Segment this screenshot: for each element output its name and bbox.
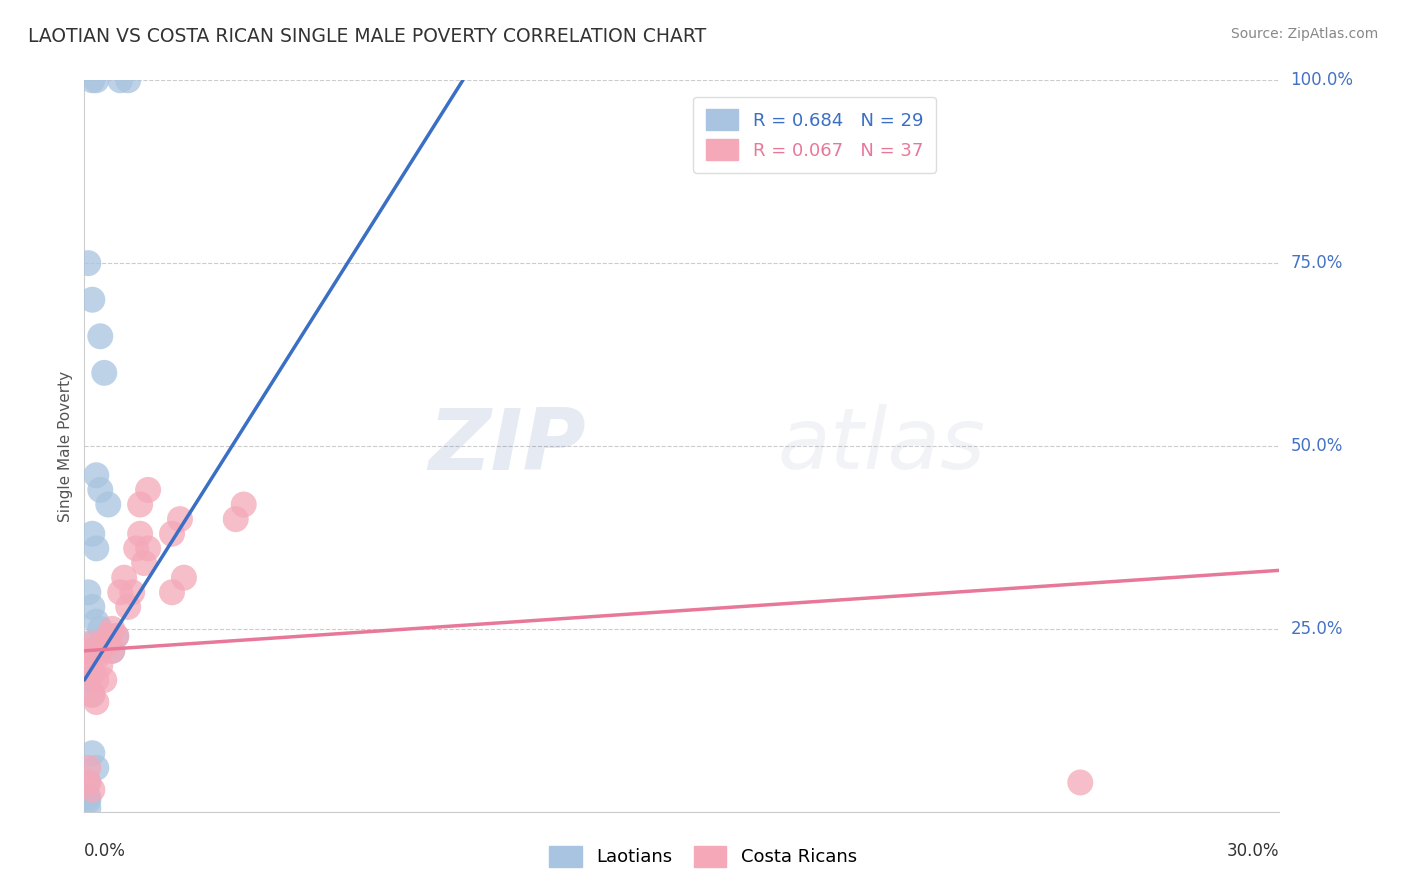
Point — [101, 644, 124, 658]
Point — [129, 526, 152, 541]
Text: ZIP: ZIP — [429, 404, 586, 488]
Text: 50.0%: 50.0% — [1291, 437, 1343, 455]
Text: Source: ZipAtlas.com: Source: ZipAtlas.com — [1230, 27, 1378, 41]
Point — [112, 571, 135, 585]
Point — [86, 673, 108, 687]
Point — [82, 665, 104, 680]
Point — [77, 658, 100, 673]
Point — [132, 556, 156, 570]
Point — [77, 256, 100, 270]
Point — [97, 636, 120, 650]
Point — [105, 629, 128, 643]
Point — [93, 673, 115, 687]
Text: 75.0%: 75.0% — [1291, 254, 1343, 272]
Point — [77, 644, 100, 658]
Point — [105, 629, 128, 643]
Point — [101, 644, 124, 658]
Point — [82, 688, 104, 702]
Point — [89, 644, 111, 658]
Point — [86, 695, 108, 709]
Point — [86, 73, 108, 87]
Point — [160, 526, 183, 541]
Point — [77, 775, 100, 789]
Point — [82, 782, 104, 797]
Point — [77, 673, 100, 687]
Point — [77, 790, 100, 805]
Point — [86, 615, 108, 629]
Text: 100.0%: 100.0% — [1291, 71, 1354, 89]
Point — [82, 293, 104, 307]
Point — [232, 498, 254, 512]
Point — [173, 571, 195, 585]
Point — [89, 622, 111, 636]
Point — [77, 585, 100, 599]
Point — [117, 73, 139, 87]
Point — [1069, 775, 1091, 789]
Point — [125, 541, 148, 556]
Point — [225, 512, 247, 526]
Point — [77, 775, 100, 789]
Point — [136, 483, 159, 497]
Point — [169, 512, 191, 526]
Point — [89, 658, 111, 673]
Point — [82, 73, 104, 87]
Legend: Laotians, Costa Ricans: Laotians, Costa Ricans — [541, 838, 865, 874]
Point — [110, 585, 132, 599]
Point — [82, 688, 104, 702]
Point — [93, 366, 115, 380]
Text: 25.0%: 25.0% — [1291, 620, 1343, 638]
Point — [82, 746, 104, 760]
Point — [82, 599, 104, 614]
Point — [121, 585, 143, 599]
Point — [89, 329, 111, 343]
Point — [77, 794, 100, 808]
Point — [136, 541, 159, 556]
Legend: R = 0.684   N = 29, R = 0.067   N = 37: R = 0.684 N = 29, R = 0.067 N = 37 — [693, 96, 936, 173]
Point — [86, 541, 108, 556]
Point — [77, 636, 100, 650]
Point — [86, 468, 108, 483]
Text: LAOTIAN VS COSTA RICAN SINGLE MALE POVERTY CORRELATION CHART: LAOTIAN VS COSTA RICAN SINGLE MALE POVER… — [28, 27, 706, 45]
Point — [117, 599, 139, 614]
Text: 0.0%: 0.0% — [84, 842, 127, 860]
Point — [82, 636, 104, 650]
Point — [93, 636, 115, 650]
Point — [82, 526, 104, 541]
Point — [77, 761, 100, 775]
Point — [77, 801, 100, 815]
Point — [110, 73, 132, 87]
Point — [97, 498, 120, 512]
Text: atlas: atlas — [778, 404, 986, 488]
Point — [101, 622, 124, 636]
Point — [97, 629, 120, 643]
Point — [129, 498, 152, 512]
Point — [86, 651, 108, 665]
Text: 30.0%: 30.0% — [1227, 842, 1279, 860]
Point — [160, 585, 183, 599]
Point — [82, 644, 104, 658]
Point — [86, 761, 108, 775]
Point — [89, 483, 111, 497]
Y-axis label: Single Male Poverty: Single Male Poverty — [58, 370, 73, 522]
